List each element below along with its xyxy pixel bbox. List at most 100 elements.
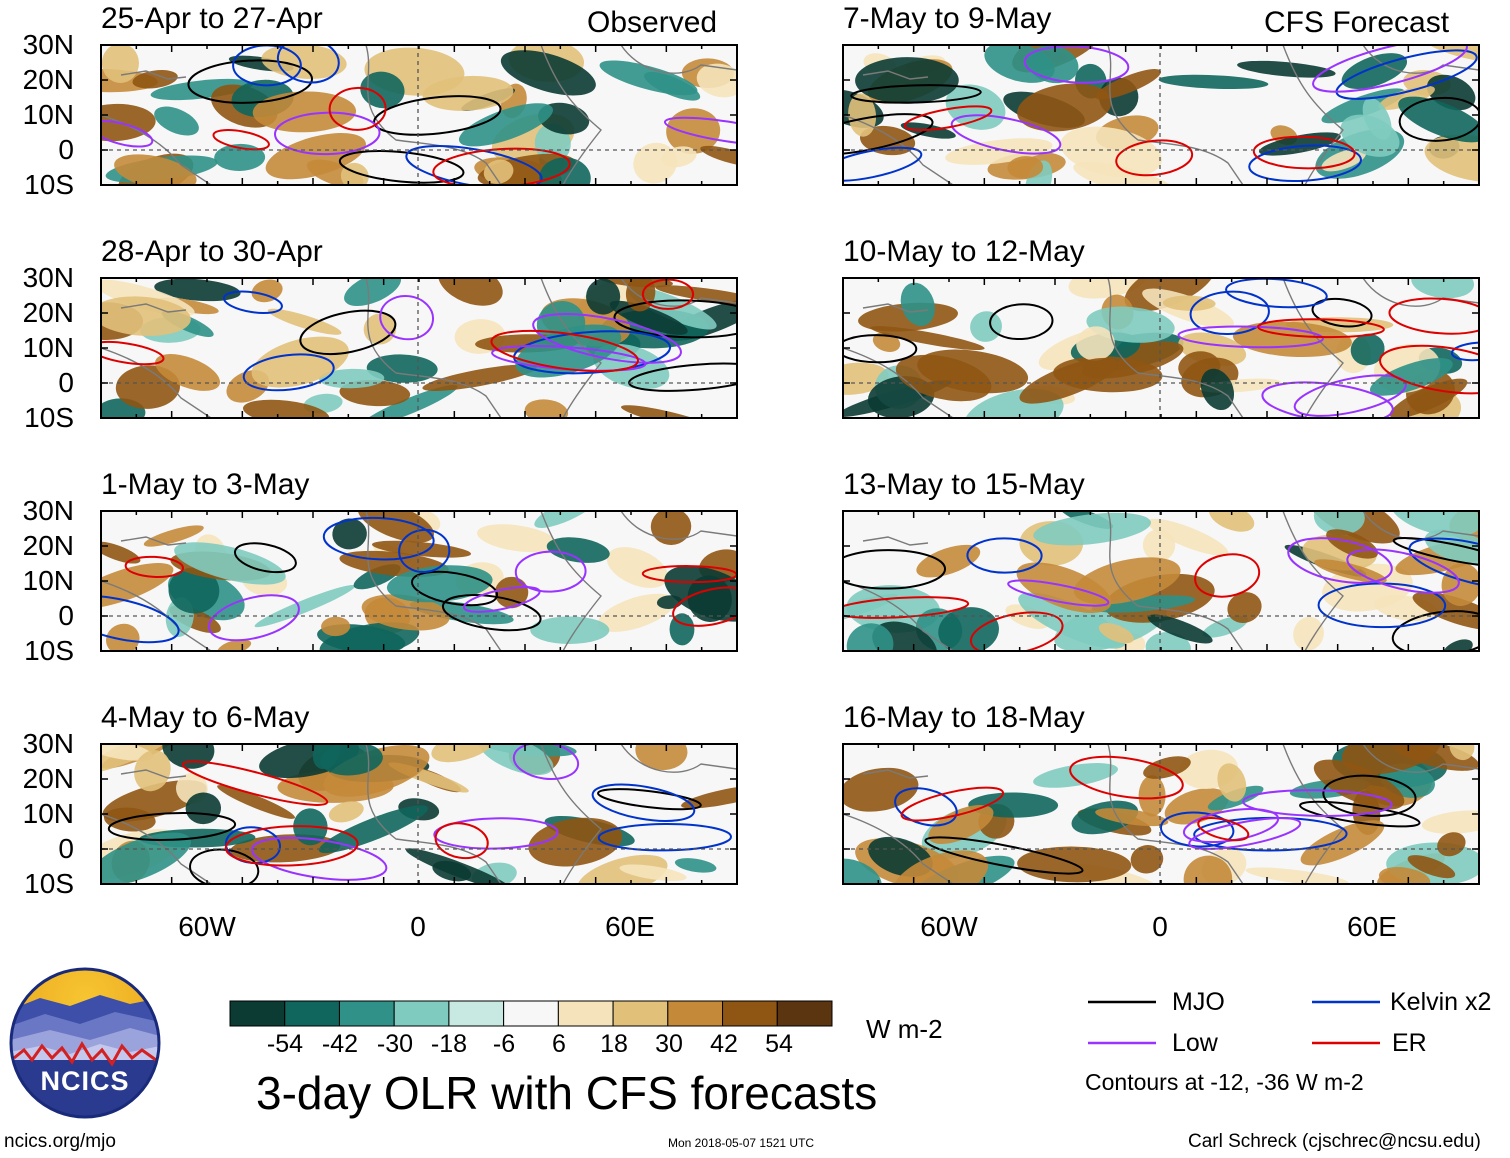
colorbar-label: -54 xyxy=(266,1030,304,1058)
contour-kelvin-x2 xyxy=(1335,49,1478,100)
arabia-coast xyxy=(620,744,737,773)
olr-anomaly-blob xyxy=(422,364,537,392)
olr-anomaly-blob xyxy=(892,850,989,884)
caribbean-islands xyxy=(862,303,929,313)
olr-anomaly-blob xyxy=(1441,562,1479,606)
contour-mjo xyxy=(187,59,313,104)
observed-label: Observed xyxy=(587,6,718,39)
contour-kelvin-x2 xyxy=(591,783,696,822)
olr-anomaly-blob xyxy=(843,593,899,627)
lat-tick-label: 10N xyxy=(22,99,74,130)
colorbar-label: -42 xyxy=(321,1030,359,1058)
contour-low xyxy=(1007,579,1110,607)
olr-anomaly-blob xyxy=(1411,278,1475,299)
olr-anomaly-blob xyxy=(1018,592,1126,649)
olr-anomaly-blob xyxy=(1095,808,1169,827)
coastlines xyxy=(101,45,737,185)
caribbean-islands xyxy=(862,70,929,80)
olr-anomaly-blob xyxy=(528,817,623,867)
contour-kelvin-x2 xyxy=(398,528,451,574)
contour-er xyxy=(124,555,185,578)
south-america-coast xyxy=(843,114,954,185)
olr-anomaly-blob xyxy=(114,154,197,185)
lon-tick-label: 0 xyxy=(410,911,426,942)
olr-anomaly-blob xyxy=(185,792,222,825)
olr-anomaly-blob xyxy=(650,511,692,545)
wave-contours xyxy=(894,755,1421,875)
olr-anomaly-field xyxy=(843,511,1479,651)
contour-kelvin-x2 xyxy=(101,595,180,644)
contour-mjo xyxy=(843,334,918,364)
colorbar-label: 18 xyxy=(600,1030,628,1058)
olr-anomaly-blob xyxy=(431,744,496,763)
olr-anomaly-blob xyxy=(597,593,675,632)
contour-mjo xyxy=(843,549,947,590)
colorbar-swatch xyxy=(284,1000,340,1027)
olr-anomaly-blob xyxy=(360,71,405,109)
olr-anomaly-blob xyxy=(1369,358,1453,396)
lat-tick-label: 0 xyxy=(58,367,74,398)
wave-contours xyxy=(101,45,737,185)
olr-anomaly-blob xyxy=(1237,60,1336,78)
contour-er xyxy=(900,786,1005,822)
contour-mjo xyxy=(1322,774,1417,817)
olr-anomaly-blob xyxy=(1138,775,1166,817)
olr-anomaly-blob xyxy=(843,362,889,395)
olr-anomaly-blob xyxy=(371,540,472,558)
olr-anomaly-blob xyxy=(1145,632,1191,651)
map-panel xyxy=(842,743,1480,885)
olr-anomaly-blob xyxy=(154,106,199,136)
olr-anomaly-blob xyxy=(1389,511,1479,537)
olr-anomaly-blob xyxy=(494,576,529,609)
contour-kelvin-x2 xyxy=(322,516,435,561)
contour-mjo xyxy=(597,788,702,811)
olr-anomaly-blob xyxy=(1293,616,1324,651)
lat-tick-label: 10N xyxy=(22,332,74,363)
coastlines xyxy=(101,744,737,884)
olr-anomaly-blob xyxy=(155,354,221,391)
legend-label-er: ER xyxy=(1392,1029,1427,1057)
contour-er xyxy=(1379,344,1479,395)
olr-anomaly-blob xyxy=(432,860,472,882)
contour-low xyxy=(512,744,580,781)
olr-anomaly-blob xyxy=(938,607,999,651)
south-america-coast xyxy=(101,347,212,418)
olr-anomaly-blob xyxy=(970,311,1002,342)
map-panel xyxy=(100,743,738,885)
lat-tick-label: 30N xyxy=(22,495,74,526)
olr-anomaly-blob xyxy=(1437,832,1466,857)
olr-anomaly-blob xyxy=(101,832,191,884)
panel-title: 7-May to 9-May xyxy=(843,2,1052,35)
contour-low xyxy=(379,294,435,341)
olr-anomaly-blob xyxy=(1183,855,1233,884)
olr-anomaly-blob xyxy=(477,524,557,553)
map-panel xyxy=(100,277,738,419)
south-america-coast xyxy=(843,813,954,884)
olr-anomaly-blob xyxy=(251,336,349,388)
contour-low xyxy=(101,120,154,148)
olr-anomaly-blob xyxy=(1217,763,1247,802)
africa-west-coast xyxy=(365,511,502,651)
olr-anomaly-blob xyxy=(1007,156,1044,179)
contour-er xyxy=(641,278,695,310)
contour-low xyxy=(1177,325,1324,349)
olr-anomaly-blob xyxy=(500,50,596,96)
colorbar-label: -6 xyxy=(492,1030,516,1058)
legend-label-kelvin: Kelvin x2 xyxy=(1390,988,1492,1016)
olr-anomaly-blob xyxy=(438,278,503,306)
olr-anomaly-blob xyxy=(655,285,737,306)
olr-anomaly-blob xyxy=(1245,867,1350,884)
colorbar-label: -30 xyxy=(376,1030,414,1058)
olr-anomaly-blob xyxy=(458,103,553,147)
contour-er xyxy=(903,105,993,132)
olr-anomaly-blob xyxy=(168,567,220,614)
panel-title: 16-May to 18-May xyxy=(843,701,1085,734)
olr-anomaly-blob xyxy=(361,594,450,631)
olr-anomaly-blob xyxy=(1314,559,1387,583)
lat-tick-label: 10S xyxy=(24,868,74,899)
lat-tick-label: 10N xyxy=(22,798,74,829)
panel-title: 4-May to 6-May xyxy=(101,701,310,734)
colorbar-swatch xyxy=(448,1000,505,1027)
olr-anomaly-blob xyxy=(265,133,366,180)
